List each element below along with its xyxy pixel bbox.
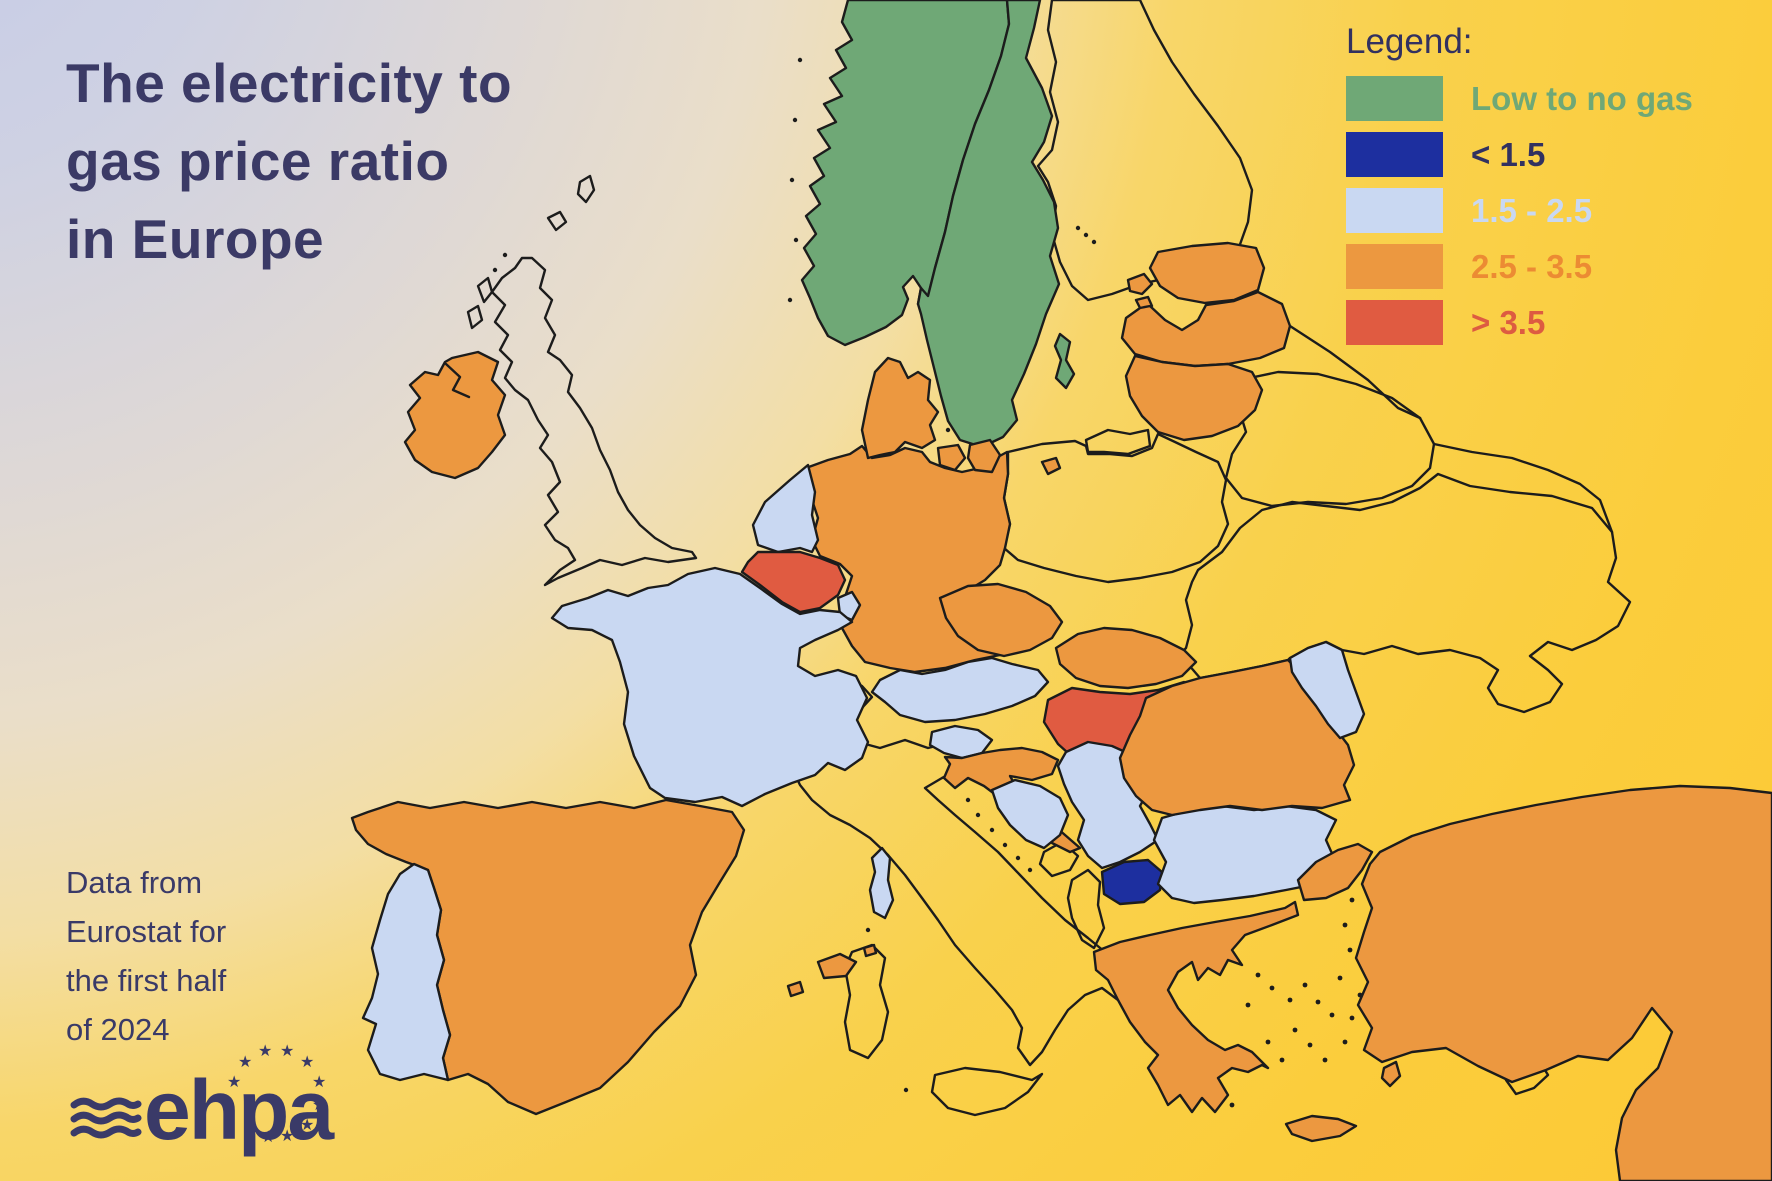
russia-border-line-2 bbox=[1432, 442, 1614, 534]
country-kaliningrad bbox=[1084, 428, 1152, 456]
legend-item-lt-1-5: < 1.5 bbox=[1346, 132, 1706, 177]
source-line-2: Eurostat for bbox=[66, 914, 227, 949]
country-italy-sardinia bbox=[843, 943, 890, 1060]
country-uk-shetland bbox=[576, 174, 596, 204]
country-france bbox=[550, 566, 870, 808]
country-latvia bbox=[1120, 290, 1292, 368]
country-albania bbox=[1066, 868, 1106, 950]
country-uk-hebrides bbox=[476, 276, 494, 304]
northern-ireland-border bbox=[444, 362, 471, 399]
legend-swatch-2-5-3-5 bbox=[1346, 244, 1443, 289]
legend-heading: Legend: bbox=[1346, 22, 1473, 61]
country-denmark-bornholm bbox=[1040, 456, 1062, 476]
waves-icon bbox=[70, 1097, 142, 1139]
country-denmark-zealand bbox=[966, 438, 1002, 474]
legend-label-low-to-no-gas: Low to no gas bbox=[1471, 79, 1693, 117]
country-portugal bbox=[361, 862, 452, 1082]
page-title: The electricity to gas price ratio in Eu… bbox=[66, 44, 626, 278]
country-greece bbox=[1092, 900, 1300, 1114]
small-islands bbox=[492, 57, 1363, 1108]
country-spain-mallorca bbox=[816, 952, 858, 980]
country-france-corsica bbox=[868, 846, 895, 920]
legend-swatch-1-5-2-5 bbox=[1346, 188, 1443, 233]
source-line-3: the first half bbox=[66, 963, 227, 998]
title-line-2: gas price ratio bbox=[66, 130, 450, 192]
country-ireland bbox=[403, 350, 507, 480]
country-belgium bbox=[740, 550, 847, 614]
russia-border-line bbox=[1288, 324, 1422, 420]
legend-item-low-to-no-gas: Low to no gas bbox=[1346, 76, 1706, 121]
country-greece-rhodes bbox=[1380, 1060, 1402, 1088]
country-slovakia bbox=[1054, 626, 1198, 690]
country-spain-ibiza bbox=[786, 980, 805, 998]
legend-item-1-5-2-5: 1.5 - 2.5 bbox=[1346, 188, 1706, 233]
country-italy-sicily bbox=[930, 1066, 1044, 1117]
country-denmark bbox=[860, 356, 940, 460]
data-source: Data from Eurostat for the first half of… bbox=[66, 858, 226, 1054]
country-poland bbox=[1002, 432, 1230, 584]
legend-swatch-gt-3-5 bbox=[1346, 300, 1443, 345]
country-denmark-funen bbox=[936, 443, 967, 472]
legend-swatch-low-to-no-gas bbox=[1346, 76, 1443, 121]
country-estonia bbox=[1148, 241, 1266, 305]
source-line-1: Data from bbox=[66, 865, 203, 900]
country-netherlands bbox=[751, 463, 820, 554]
country-uk-hebrides2 bbox=[466, 304, 484, 330]
legend-label-lt-1-5: < 1.5 bbox=[1471, 135, 1546, 173]
country-estonia-saaremaa bbox=[1126, 272, 1154, 296]
legend-item-gt-3-5: > 3.5 bbox=[1346, 300, 1706, 345]
legend-item-2-5-3-5: 2.5 - 3.5 bbox=[1346, 244, 1706, 289]
country-uk bbox=[490, 256, 698, 587]
ehpa-logo: ehpa ★ ★ ★ ★ ★ ★ ★ ★ ★ ★ bbox=[64, 1044, 364, 1166]
country-romania bbox=[1118, 658, 1356, 817]
legend-swatch-lt-1-5 bbox=[1346, 132, 1443, 177]
country-greece-crete bbox=[1284, 1114, 1358, 1143]
country-turkey bbox=[1354, 784, 1772, 1181]
ehpa-wordmark: ehpa bbox=[144, 1063, 334, 1157]
country-belarus bbox=[1224, 370, 1436, 508]
eu-stars-icon: ★ ★ ★ ★ ★ ★ ★ ★ ★ ★ bbox=[227, 1043, 327, 1146]
country-north-macedonia bbox=[1100, 858, 1164, 906]
country-finland bbox=[1036, 0, 1254, 302]
country-uk-orkney bbox=[546, 210, 568, 232]
title-line-1: The electricity to bbox=[66, 52, 513, 114]
country-spain-menorca bbox=[862, 943, 878, 958]
source-line-4: of 2024 bbox=[66, 1012, 170, 1047]
legend-label-2-5-3-5: 2.5 - 3.5 bbox=[1471, 247, 1593, 285]
legend-label-1-5-2-5: 1.5 - 2.5 bbox=[1471, 191, 1593, 229]
country-moldova bbox=[1288, 640, 1366, 740]
country-czechia bbox=[938, 582, 1064, 658]
legend: Legend: Low to no gas < 1.5 1.5 - 2.5 2.… bbox=[1346, 22, 1706, 356]
country-austria bbox=[870, 656, 1050, 724]
country-lithuania bbox=[1124, 354, 1264, 442]
legend-label-gt-3-5: > 3.5 bbox=[1471, 303, 1546, 341]
country-sweden-gotland bbox=[1053, 332, 1076, 390]
country-turkey-thrace bbox=[1296, 842, 1374, 902]
title-line-3: in Europe bbox=[66, 208, 325, 270]
country-bosnia bbox=[990, 778, 1070, 850]
